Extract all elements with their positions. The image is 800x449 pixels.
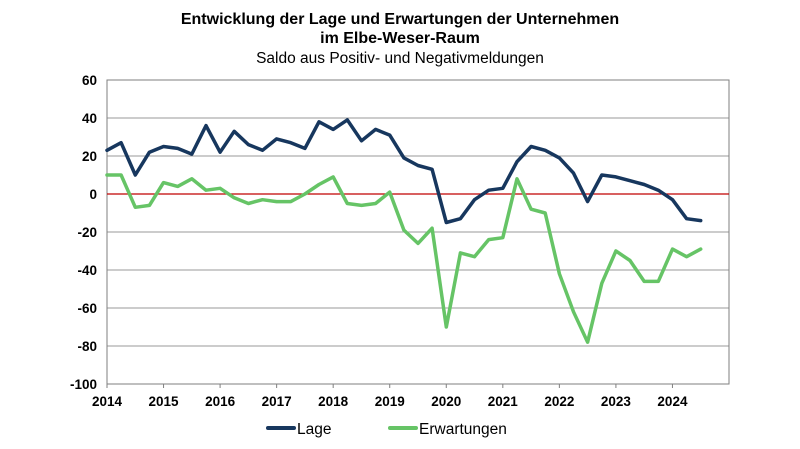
x-tick-label: 2021 [488, 394, 519, 409]
y-tick-label: -20 [77, 225, 97, 240]
x-tick-label: 2023 [601, 394, 632, 409]
x-tick-label: 2017 [262, 394, 292, 409]
x-tick-label: 2015 [149, 394, 180, 409]
x-tick-label: 2024 [657, 394, 688, 409]
plot-area-border [106, 79, 730, 385]
y-tick-label: -80 [77, 339, 97, 354]
chart-subtitle: Saldo aus Positiv- und Negativmeldungen [256, 50, 544, 67]
legend-label-lage: Lage [297, 421, 331, 438]
y-tick-label: -40 [77, 263, 97, 278]
x-tick-label: 2018 [318, 394, 349, 409]
chart-title-line2: im Elbe-Weser-Raum [320, 30, 480, 47]
y-tick-label: 40 [82, 111, 97, 126]
legend-label-erwartungen: Erwartungen [419, 421, 507, 438]
y-tick-label: -100 [70, 377, 97, 392]
legend: Lage Erwartungen [266, 421, 507, 438]
y-tick-label: 20 [82, 149, 97, 164]
y-axis-tick-labels: 60 40 20 0 -20 -40 -60 -80 -100 [70, 73, 97, 392]
series-layer [105, 118, 703, 344]
y-tick-label: -60 [77, 301, 97, 316]
y-tick-label: 60 [82, 73, 97, 88]
x-tick-label: 2014 [92, 394, 123, 409]
chart-title: Entwicklung der Lage und Erwartungen der… [181, 11, 619, 28]
x-tick-label: 2019 [375, 394, 405, 409]
x-axis-tick-labels: 2014 2015 2016 2017 2018 2019 2020 2021 2022 2023… [92, 384, 688, 409]
series-line-lage [105, 118, 703, 225]
y-tick-label: 0 [89, 187, 97, 202]
series-line-erwartungen [105, 173, 703, 344]
x-tick-label: 2020 [431, 394, 461, 409]
x-tick-label: 2016 [205, 394, 236, 409]
x-tick-label: 2022 [544, 394, 574, 409]
